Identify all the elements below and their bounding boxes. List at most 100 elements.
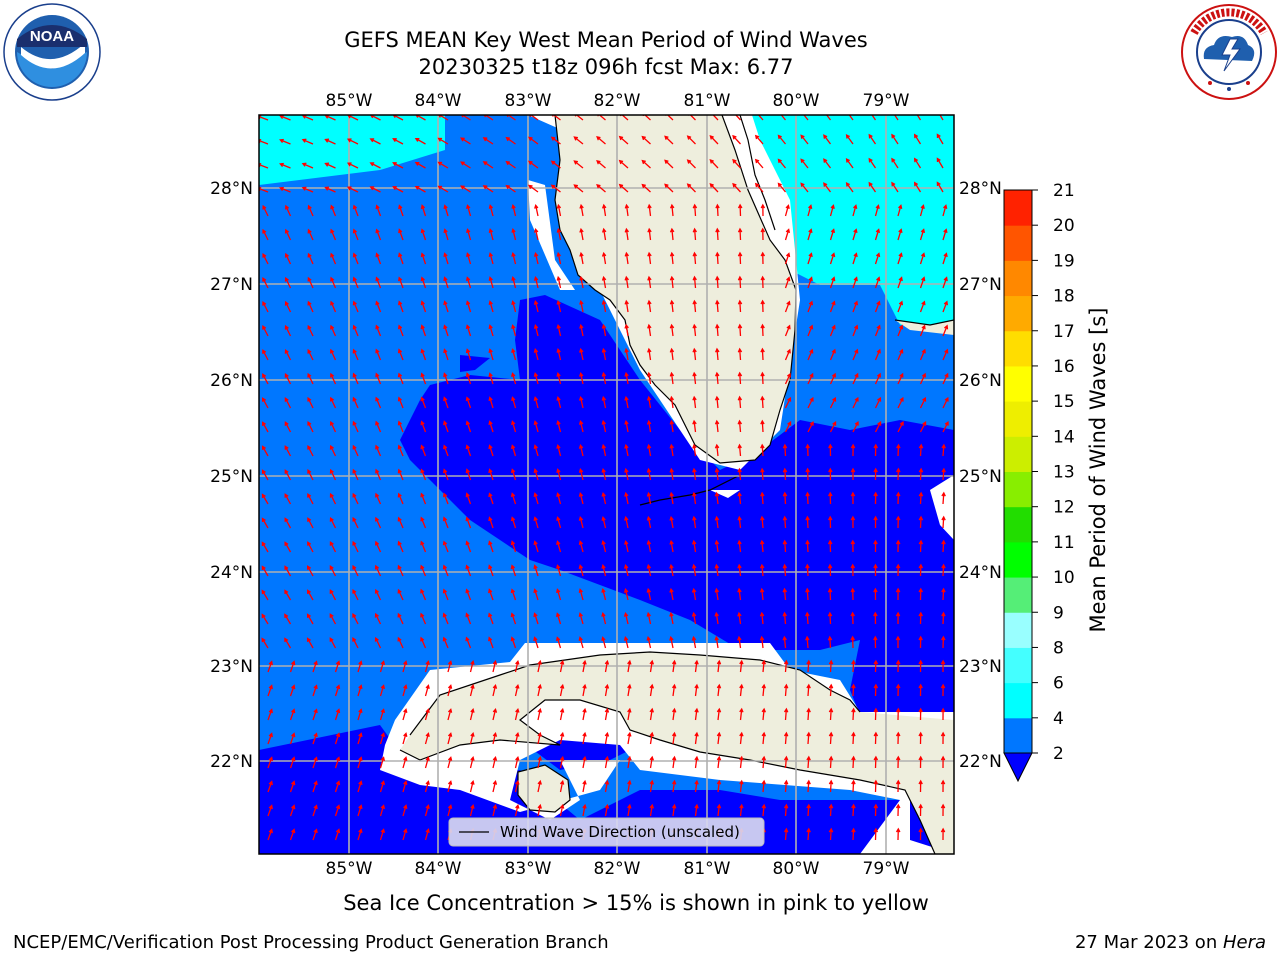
wind-wave-arrow [443,204,449,217]
wind-wave-arrow [352,540,359,553]
wind-wave-arrow [307,468,314,481]
wind-wave-arrow [895,803,901,817]
wind-wave-arrow [510,444,517,457]
wind-wave-arrow [488,372,494,385]
wind-wave-arrow [511,227,517,241]
wind-wave-arrow [669,227,675,241]
wind-wave-arrow [357,708,363,721]
wind-wave-arrow [716,683,722,697]
wind-wave-arrow [868,157,877,169]
colorbar-segment [1004,190,1032,226]
wind-wave-arrow [465,300,472,313]
wind-wave-arrow [442,516,449,529]
wind-wave-arrow [578,588,584,601]
wind-wave-arrow [828,683,834,697]
wind-wave-arrow [533,492,539,505]
wind-wave-arrow [694,707,699,721]
colorbar-tick-label: 6 [1053,674,1064,694]
wind-wave-arrow [777,134,787,145]
wind-wave-arrow [307,541,314,553]
wind-wave-arrow [357,756,363,769]
wind-wave-arrow [514,683,520,697]
wind-wave-arrow [424,828,430,841]
wind-wave-arrow [646,467,652,481]
wind-wave-arrow [447,684,453,697]
wind-wave-arrow [469,683,475,697]
wind-wave-arrow [424,756,430,769]
wind-wave-arrow [759,587,765,601]
wind-wave-arrow [784,396,792,409]
wind-wave-arrow [852,324,859,337]
wind-wave-arrow [805,635,810,649]
colorbar-tick-label: 17 [1053,322,1075,342]
wind-wave-arrow [806,779,811,793]
wind-wave-arrow [465,636,472,649]
period-4-6-region-ne [752,115,954,330]
wind-wave-arrow [261,589,269,601]
wind-wave-arrow [918,731,923,745]
wind-wave-arrow [851,755,856,769]
wind-wave-arrow [694,779,699,793]
wind-wave-arrow [759,635,765,649]
wind-wave-arrow [492,779,498,793]
cuba-landmass [400,652,954,854]
wind-wave-arrow [537,779,542,793]
wind-wave-arrow [760,419,765,433]
wind-wave-arrow [829,300,836,313]
wind-wave-arrow [807,396,814,409]
footer-host: Hera [1222,932,1266,953]
wind-wave-arrow [624,395,629,409]
wind-wave-arrow [671,803,677,817]
wind-wave-arrow [306,613,314,625]
wind-wave-arrow [782,635,787,649]
wind-wave-arrow [488,228,494,241]
wind-wave-arrow [289,756,296,769]
wind-wave-arrow [601,347,607,361]
wind-wave-arrow [784,204,790,217]
wind-wave-arrow [352,612,359,625]
wind-wave-arrow [671,731,677,745]
florida-landmass [555,115,796,463]
wind-wave-arrow [897,204,903,217]
wind-wave-arrow [556,203,562,217]
wind-wave-arrow [918,539,924,553]
wind-wave-arrow [873,539,878,552]
wind-wave-arrow [306,637,314,649]
wind-wave-arrow [897,372,904,385]
wind-wave-arrow [850,491,856,505]
wind-wave-arrow [465,348,472,361]
wind-wave-arrow [369,115,381,121]
wind-wave-arrow [352,420,359,433]
wind-wave-arrow [646,395,652,409]
wind-wave-arrow [261,469,269,481]
wind-wave-arrow [374,564,382,577]
wind-wave-arrow [918,779,923,793]
wind-wave-arrow [550,160,561,169]
wind-wave-arrow [940,659,946,673]
wind-wave-arrow [352,444,359,457]
wind-wave-arrow [805,491,810,505]
wind-wave-arrow [307,324,314,337]
wind-wave-arrow [692,491,697,505]
wind-wave-arrow [596,160,606,169]
wind-wave-arrow [919,276,926,289]
wind-wave-arrow [555,636,562,649]
wind-wave-arrow [715,323,720,337]
colorbar-segment [1004,471,1032,508]
colorbar-tick-label: 11 [1053,533,1075,553]
wind-wave-arrow [641,159,651,169]
wind-wave-arrow [488,636,494,649]
wind-wave-arrow [582,731,587,745]
wind-wave-arrow [528,136,539,145]
wind-wave-arrow [329,564,337,577]
wind-wave-arrow [627,707,632,721]
wind-wave-arrow [334,708,341,721]
wind-wave-arrow [671,659,677,673]
wind-wave-arrow [692,467,697,481]
isla-de-la-juventud [518,765,570,812]
wind-wave-arrow [715,299,720,313]
wind-wave-arrow [692,347,697,361]
wind-wave-arrow [716,731,722,745]
wind-wave-arrow [850,539,856,553]
wind-wave-arrow [556,251,562,265]
